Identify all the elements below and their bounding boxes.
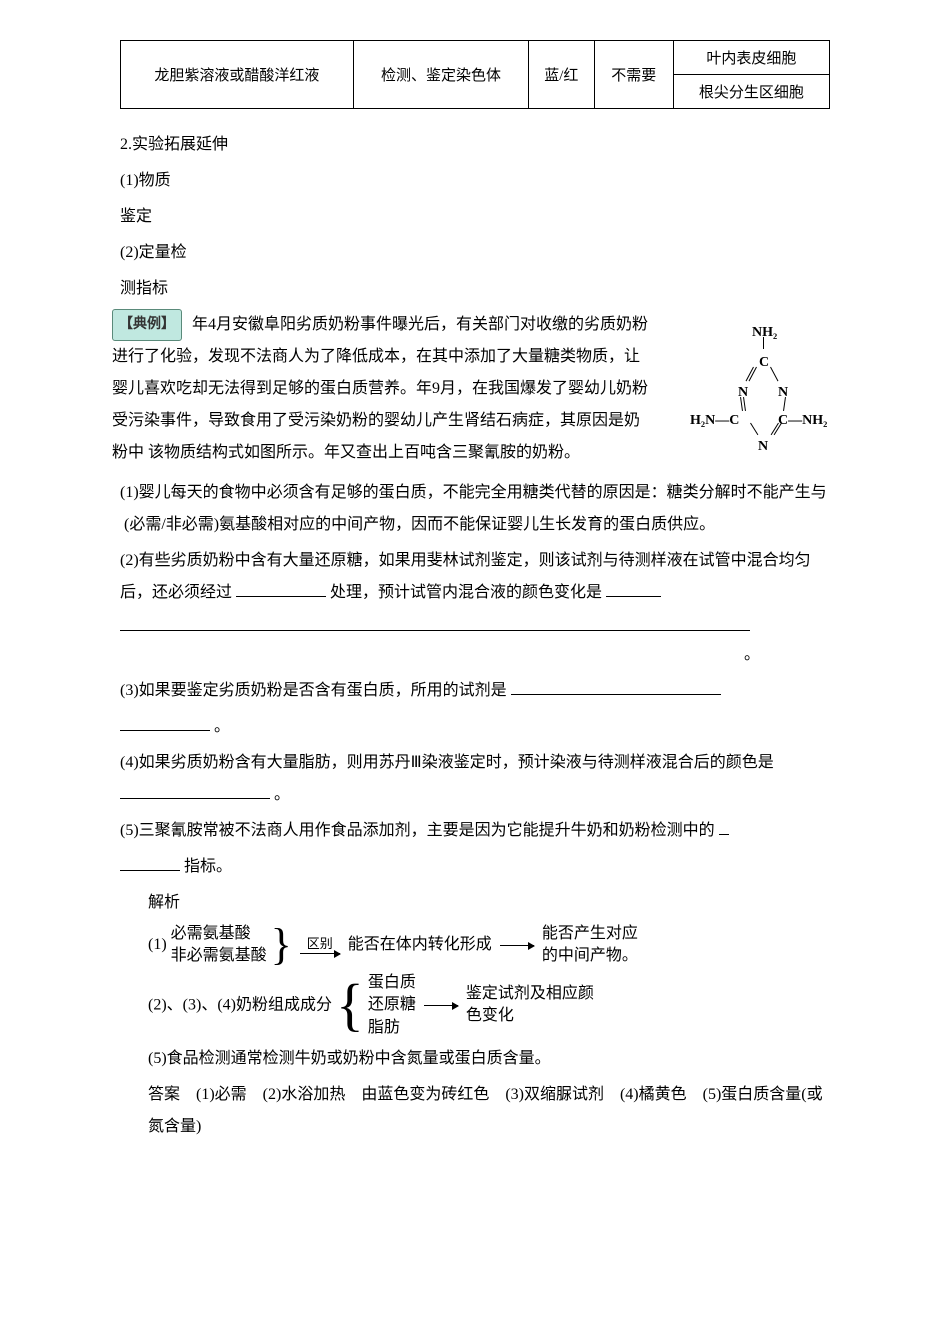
question-2: (2)有些劣质奶粉中含有大量还原糖，如果用斐林试剂鉴定，则该试剂与待测样液在试管… <box>120 545 830 609</box>
stack-components: 蛋白质 还原糖 脂肪 <box>368 972 416 1039</box>
analysis-line-3: (5)食品检测通常检测牛奶或奶粉中含氮量或蛋白质含量。 <box>148 1043 830 1075</box>
blank-input[interactable] <box>120 852 180 871</box>
question-3: (3)如果要鉴定劣质奶粉是否含有蛋白质，所用的试剂是 <box>120 675 830 707</box>
item-1b: 鉴定 <box>120 201 830 233</box>
cell-reagent: 龙胆紫溶液或醋酸洋红液 <box>121 41 354 109</box>
example-text-tail: 该物质结构式如图所示。年又查出上百吨含三聚氰胺的奶粉。 <box>148 444 580 461</box>
question-1: (1)婴儿每天的食物中必须含有足够的蛋白质，不能完全用糖类代替的原因是：糖类分解… <box>120 477 830 541</box>
chem-label: C—NH₂ <box>778 407 827 435</box>
chem-label: H₂N—C <box>690 407 739 435</box>
stack-result: 能否产生对应 的中间产物。 <box>542 923 638 968</box>
right-brace-icon: } <box>271 923 292 967</box>
chem-label: NH₂ <box>752 319 777 347</box>
item-2b: 测指标 <box>120 273 830 305</box>
question-5: (5)三聚氰胺常被不法商人用作食品添加剂，主要是因为它能提升牛奶和奶粉检测中的 <box>120 815 830 847</box>
item-2: (2)定量检 <box>120 237 830 269</box>
blank-input[interactable] <box>511 676 721 695</box>
page: 龙胆紫溶液或醋酸洋红液 检测、鉴定染色体 蓝/红 不需要 叶内表皮细胞 根尖分生… <box>0 0 950 1187</box>
analysis-block: 解析 (1) 必需氨基酸 非必需氨基酸 } 区别 能否在体内转化形成 能否产生对… <box>148 887 830 1143</box>
question-5-cont: 指标。 <box>120 851 830 883</box>
example-block: NH₂ C N N H₂N—C C—NH₂ N 【典例】 年4月安徽阜阳劣质奶粉… <box>120 309 830 1143</box>
blank-input[interactable] <box>236 578 326 597</box>
question-3-cont: 。 <box>120 711 830 743</box>
stack-amino: 必需氨基酸 非必需氨基酸 <box>171 923 267 968</box>
cell-color: 蓝/红 <box>529 41 594 109</box>
arrow-icon <box>496 943 538 947</box>
cell-top: 叶内表皮细胞 <box>673 41 829 75</box>
cell-need: 不需要 <box>594 41 673 109</box>
arrow-with-label: 区别 <box>296 936 344 956</box>
chem-label: N <box>758 433 768 461</box>
answer-line: 答案 (1)必需 (2)水浴加热 由蓝色变为砖红色 (3)双缩脲试剂 (4)橘黄… <box>148 1079 830 1143</box>
stack-reagent-result: 鉴定试剂及相应颜 色变化 <box>466 983 594 1028</box>
data-table: 龙胆紫溶液或醋酸洋红液 检测、鉴定染色体 蓝/红 不需要 叶内表皮细胞 根尖分生… <box>120 40 830 109</box>
item-1: (1)物质 <box>120 165 830 197</box>
arrow-icon <box>420 1003 462 1007</box>
long-blank-line[interactable] <box>120 629 750 631</box>
blank-input[interactable] <box>120 780 270 799</box>
cell-purpose: 检测、鉴定染色体 <box>353 41 528 109</box>
cell-bottom: 根尖分生区细胞 <box>673 75 829 109</box>
blank-input[interactable] <box>606 578 661 597</box>
question-4: (4)如果劣质奶粉含有大量脂肪，则用苏丹Ⅲ染液鉴定时，预计染液与待测样液混合后的… <box>120 747 830 811</box>
left-brace-icon: { <box>336 981 364 1029</box>
blank-input[interactable] <box>120 712 210 731</box>
analysis-title: 解析 <box>148 887 830 919</box>
blank-input[interactable] <box>719 816 729 835</box>
example-text: 年4月安徽阜阳劣质奶粉事件曝光后，有关部门对收缴的劣质奶粉进行了化验，发现不法商… <box>112 316 648 461</box>
table-row: 龙胆紫溶液或醋酸洋红液 检测、鉴定染色体 蓝/红 不需要 叶内表皮细胞 <box>121 41 830 75</box>
chem-label: C <box>759 349 769 377</box>
analysis-line-2: (2)、(3)、(4)奶粉组成成分 { 蛋白质 还原糖 脂肪 鉴定试剂及相应颜 … <box>148 972 830 1039</box>
example-badge: 【典例】 <box>112 309 182 341</box>
section-2-heading: 2.实验拓展延伸 <box>120 129 830 161</box>
chemical-structure-diagram: NH₂ C N N H₂N—C C—NH₂ N <box>660 319 830 449</box>
analysis-line-1: (1) 必需氨基酸 非必需氨基酸 } 区别 能否在体内转化形成 能否产生对应 的… <box>148 923 830 968</box>
period: 。 <box>120 639 760 671</box>
